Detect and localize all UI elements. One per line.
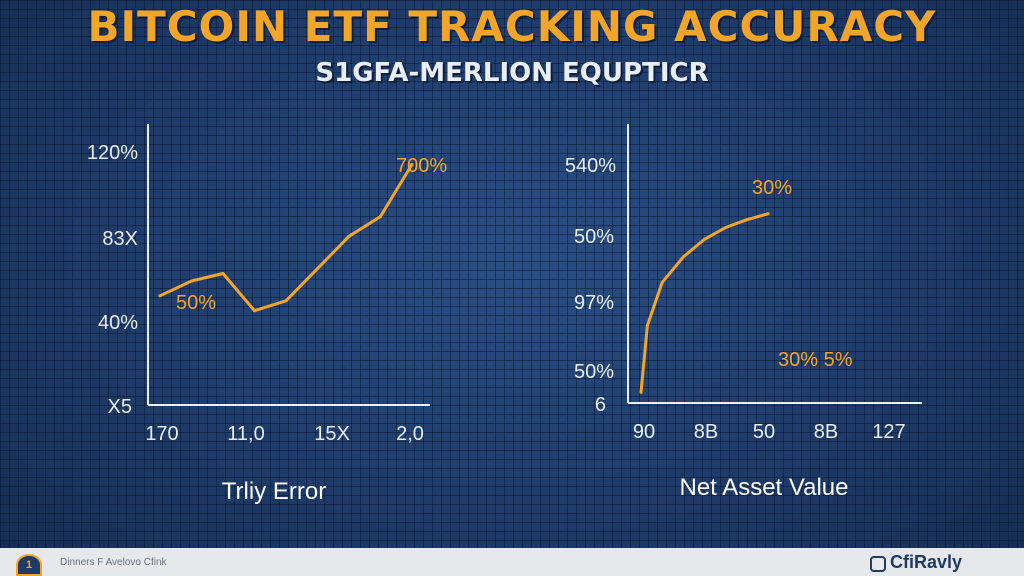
right-data-point bbox=[703, 237, 706, 241]
left-chart: 120% 83X 40% X5 170 11,0 15X 2,0 50% 700… bbox=[87, 124, 447, 505]
brand-logo-icon bbox=[870, 556, 886, 572]
left-data-point bbox=[284, 299, 288, 303]
right-y-tick-label: 540% bbox=[565, 155, 616, 177]
right-data-point bbox=[724, 226, 728, 229]
right-x-tick-label: 127 bbox=[872, 421, 905, 443]
right-y-tick-label: 50% bbox=[574, 226, 614, 248]
left-y-tick-label: 83X bbox=[102, 228, 138, 250]
page-subtitle: S1GFA-MERLION EQUPTICR bbox=[315, 58, 709, 88]
right-y-tick-label: 97% bbox=[574, 292, 614, 314]
left-y-tick-label: 40% bbox=[98, 312, 138, 334]
right-x-axis-title: Net Asset Value bbox=[680, 474, 849, 501]
left-x-axis-title: Trliy Error bbox=[222, 478, 326, 505]
right-data-point bbox=[681, 255, 685, 259]
footer-bar: 1 Dinners F Avelovo Cfink CfiRavly bbox=[0, 548, 1024, 576]
left-x-tick-label: 2,0 bbox=[396, 423, 424, 445]
right-x-tick-label: 90 bbox=[633, 421, 655, 443]
right-data-point bbox=[660, 280, 664, 284]
footer-brand: CfiRavly bbox=[890, 552, 963, 572]
footer-caption: Dinners F Avelovo Cfink bbox=[60, 557, 167, 568]
right-annotation: 30% bbox=[752, 177, 792, 199]
right-x-tick-label: 8B bbox=[694, 421, 718, 443]
right-x-tick-label: 50 bbox=[753, 421, 775, 443]
footer-badge-icon: 1 bbox=[16, 554, 42, 576]
left-data-point bbox=[316, 267, 319, 271]
left-y-tick-label: X5 bbox=[108, 396, 132, 418]
left-data-point bbox=[253, 309, 256, 313]
left-x-tick-label: 15X bbox=[314, 423, 350, 445]
right-data-point bbox=[639, 390, 643, 394]
right-x-tick-label: 8B bbox=[814, 421, 838, 443]
page-title: BITCOIN ETF TRACKING ACCURACY bbox=[87, 2, 937, 51]
left-x-tick-label: 170 bbox=[145, 423, 178, 445]
left-data-point bbox=[190, 279, 193, 283]
right-y-tick-label: 50% bbox=[574, 361, 614, 383]
right-annotation: 30% 5% bbox=[778, 349, 853, 371]
left-x-tick-label: 11,0 bbox=[227, 423, 264, 445]
left-data-point bbox=[410, 162, 414, 166]
left-y-tick-label: 120% bbox=[87, 142, 138, 164]
left-series-line bbox=[158, 162, 414, 313]
right-data-point bbox=[745, 218, 749, 222]
left-annotation: 50% bbox=[176, 292, 216, 314]
left-data-point bbox=[221, 272, 225, 275]
right-data-point bbox=[766, 212, 770, 216]
right-series-line bbox=[639, 212, 770, 394]
right-data-point bbox=[645, 324, 649, 327]
left-data-point bbox=[158, 294, 162, 298]
right-y-tick-label: 6 bbox=[595, 394, 606, 416]
left-data-point bbox=[379, 215, 382, 218]
left-annotation: 700% bbox=[396, 155, 447, 177]
right-chart: 540% 50% 97% 50% 6 90 8B 50 8B 127 30% 3… bbox=[565, 124, 922, 501]
left-data-point bbox=[347, 234, 351, 238]
